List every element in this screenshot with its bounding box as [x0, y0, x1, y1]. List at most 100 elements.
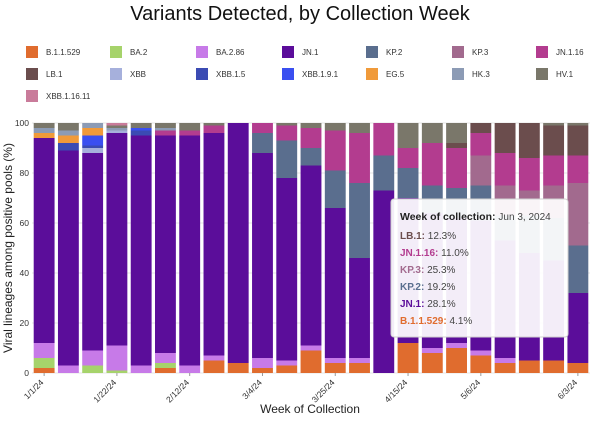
- bar-segment-lb-1[interactable]: [470, 123, 492, 133]
- bar-segment-ba-2-86[interactable]: [33, 343, 55, 358]
- bar-segment-jn-1-16[interactable]: [567, 155, 589, 184]
- legend-label-hk-3[interactable]: HK.3: [472, 70, 490, 79]
- bar-segment-b-1-1-529[interactable]: [324, 363, 346, 373]
- bar-segment-hv-1[interactable]: [130, 123, 152, 128]
- bar-segment-hv-1[interactable]: [179, 123, 201, 131]
- bar-segment-ba-2-86[interactable]: [470, 350, 492, 356]
- bar-segment-ba-2-86[interactable]: [106, 345, 128, 371]
- bar-segment-jn-1-16[interactable]: [470, 133, 492, 156]
- bar-segment-b-1-1-529[interactable]: [276, 365, 298, 374]
- bar-segment-hv-1[interactable]: [203, 123, 225, 126]
- bar-segment-b-1-1-529[interactable]: [227, 363, 249, 373]
- legend-label-jn-1[interactable]: JN.1: [302, 48, 319, 57]
- bar-segment-b-1-1-529[interactable]: [252, 368, 273, 373]
- legend-label-kp-3[interactable]: KP.3: [472, 48, 489, 57]
- bar-segment-eg-5[interactable]: [82, 128, 104, 136]
- bar-segment-b-1-1-529[interactable]: [494, 363, 516, 373]
- legend-label-ba-2[interactable]: BA.2: [130, 48, 148, 57]
- bar-segment-jn-1-16[interactable]: [543, 155, 565, 186]
- bar-segment-b-1-1-529[interactable]: [421, 353, 443, 373]
- legend-label-hv-1[interactable]: HV.1: [556, 70, 574, 79]
- bar-segment-jn-1-16[interactable]: [397, 148, 419, 168]
- bar-segment-kp-2[interactable]: [397, 168, 419, 198]
- bar-segment-jn-1-16[interactable]: [179, 130, 201, 136]
- bar-segment-hv-1[interactable]: [33, 123, 55, 128]
- bar-segment-jn-1[interactable]: [130, 135, 152, 366]
- bar-segment-b-1-1-529[interactable]: [203, 360, 225, 374]
- bar-segment-jn-1[interactable]: [106, 133, 128, 346]
- bar-segment-hv-1[interactable]: [349, 123, 370, 133]
- bar-segment-jn-1[interactable]: [567, 293, 589, 363]
- legend-label-xbb-1-5[interactable]: XBB.1.5: [216, 70, 246, 79]
- bar-segment-kp-2[interactable]: [373, 155, 395, 191]
- legend-label-b-1-1-529[interactable]: B.1.1.529: [46, 48, 81, 57]
- bar-segment-jn-1-16[interactable]: [421, 143, 443, 186]
- bar-segment-ba-2-86[interactable]: [57, 365, 79, 374]
- legend-swatch-xbb-1-16-11[interactable]: [26, 90, 38, 102]
- bar-segment-jn-1[interactable]: [252, 153, 273, 358]
- legend-swatch-xbb[interactable]: [110, 68, 122, 80]
- bar-segment-hv-1[interactable]: [57, 123, 79, 131]
- bar-segment-ba-2[interactable]: [155, 363, 176, 368]
- bar-segment-jn-1-16[interactable]: [300, 128, 322, 148]
- bar-segment-jn-1-16[interactable]: [203, 125, 225, 134]
- bar-segment-hv-1[interactable]: [276, 123, 298, 126]
- bar-segment-xbb-1-9-1[interactable]: [130, 128, 152, 131]
- legend-swatch-kp-3[interactable]: [452, 46, 464, 58]
- bar-segment-b-1-1-529[interactable]: [397, 343, 419, 373]
- bar-segment-ba-2[interactable]: [33, 358, 55, 368]
- bar-segment-kp-2[interactable]: [349, 183, 370, 258]
- bar-segment-jn-1[interactable]: [276, 178, 298, 361]
- bar-segment-ba-2-86[interactable]: [300, 345, 322, 351]
- bar-segment-lb-1[interactable]: [494, 123, 516, 153]
- bar-segment-ba-2[interactable]: [82, 365, 104, 374]
- bar-segment-ba-2-86[interactable]: [494, 358, 516, 363]
- bar-segment-hk-3[interactable]: [33, 128, 55, 133]
- bar-segment-kp-2[interactable]: [567, 245, 589, 294]
- legend-label-lb-1[interactable]: LB.1: [46, 70, 63, 79]
- bar-segment-hk-3[interactable]: [106, 128, 128, 131]
- bar-segment-jn-1-16[interactable]: [276, 125, 298, 141]
- bar-segment-b-1-1-529[interactable]: [518, 360, 540, 374]
- bar-segment-b-1-1-529[interactable]: [567, 363, 589, 373]
- bar-segment-jn-1[interactable]: [227, 123, 249, 363]
- bar-segment-jn-1-16[interactable]: [518, 158, 540, 191]
- bar-segment-ba-2-86[interactable]: [130, 365, 152, 374]
- bar-segment-jn-1-16[interactable]: [494, 153, 516, 186]
- legend-swatch-xbb-1-5[interactable]: [196, 68, 208, 80]
- legend-swatch-lb-1[interactable]: [26, 68, 38, 80]
- bar-segment-kp-2[interactable]: [324, 170, 346, 209]
- bar-segment-jn-1[interactable]: [155, 135, 176, 354]
- legend-swatch-jn-1[interactable]: [282, 46, 294, 58]
- bar-segment-jn-1-16[interactable]: [155, 130, 176, 136]
- bar-segment-ba-2-86[interactable]: [155, 353, 176, 363]
- bar-segment-kp-2[interactable]: [252, 133, 273, 153]
- bar-segment-ba-2-86[interactable]: [446, 343, 467, 348]
- bar-segment-jn-1[interactable]: [57, 150, 79, 366]
- bar-segment-jn-1[interactable]: [179, 135, 201, 366]
- bar-segment-b-1-1-529[interactable]: [470, 355, 492, 374]
- bar-segment-hk-3[interactable]: [57, 130, 79, 136]
- legend-label-xbb-1-16-11[interactable]: XBB.1.16.11: [46, 92, 91, 101]
- bar-segment-jn-1-16[interactable]: [446, 148, 467, 188]
- bar-segment-hv-1[interactable]: [567, 123, 589, 126]
- bar-segment-hk-3[interactable]: [155, 128, 176, 131]
- legend-swatch-kp-2[interactable]: [366, 46, 378, 58]
- bar-segment-hv-1[interactable]: [446, 123, 467, 143]
- bar-segment-lb-1[interactable]: [518, 123, 540, 158]
- bar-segment-jn-1-16[interactable]: [324, 130, 346, 171]
- bar-segment-xbb-1-16-11[interactable]: [106, 123, 128, 126]
- bar-segment-b-1-1-529[interactable]: [155, 368, 176, 373]
- bar-segment-ba-2-86[interactable]: [252, 358, 273, 368]
- bar-segment-xbb-1-9-1[interactable]: [82, 135, 104, 146]
- bar-segment-jn-1[interactable]: [203, 133, 225, 356]
- bar-segment-kp-2[interactable]: [300, 148, 322, 166]
- bar-segment-xbb[interactable]: [106, 130, 128, 134]
- bar-segment-hv-1[interactable]: [543, 123, 565, 126]
- bar-segment-hv-1[interactable]: [421, 123, 443, 143]
- bar-segment-jn-1[interactable]: [324, 208, 346, 358]
- legend-swatch-eg-5[interactable]: [366, 68, 378, 80]
- bar-segment-lb-1[interactable]: [543, 125, 565, 156]
- bar-segment-xbb-1-5[interactable]: [57, 143, 79, 151]
- bar-segment-lb-1[interactable]: [446, 143, 467, 148]
